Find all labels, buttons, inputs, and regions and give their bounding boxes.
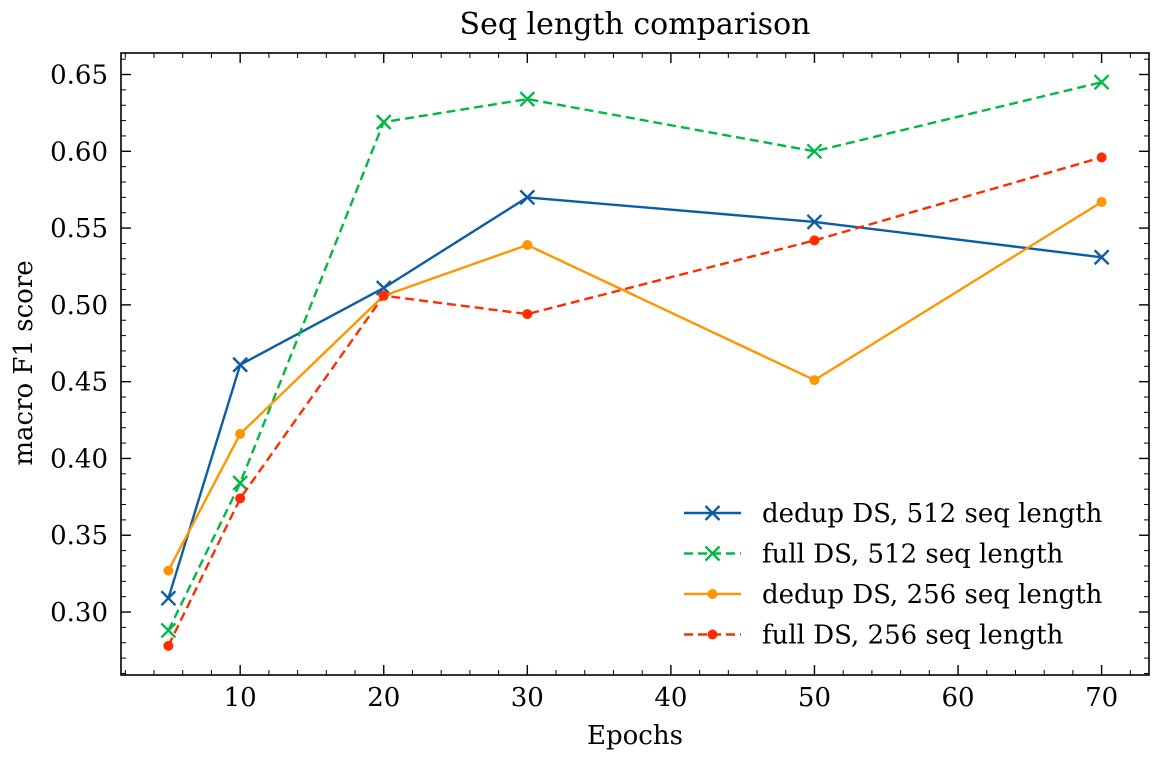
data-point-marker [232, 356, 249, 373]
x-tick-label: 40 [654, 683, 687, 713]
legend-label: full DS, 512 seq length [762, 540, 1064, 570]
x-tick-label: 70 [1085, 683, 1118, 713]
data-point-marker [235, 493, 246, 504]
y-axis-label: macro F1 score [9, 260, 39, 465]
y-tick-label: 0.30 [50, 598, 108, 628]
data-point-marker [375, 280, 392, 296]
data-point-marker [160, 590, 177, 607]
series-line [167, 156, 1102, 647]
x-tick-label: 30 [511, 683, 544, 713]
data-point-marker [1093, 74, 1110, 91]
legend-entry: full DS, 256 seq length [684, 621, 1064, 651]
series-line [167, 200, 1103, 572]
legend-label: full DS, 256 seq length [762, 621, 1064, 651]
series-line [167, 81, 1102, 632]
data-point-marker [235, 428, 246, 439]
x-axis-label: Epochs [587, 721, 683, 751]
data-point-marker [163, 565, 174, 576]
data-point-marker [809, 375, 820, 386]
legend-entry: full DS, 512 seq length [684, 540, 1064, 570]
legend-marker [704, 505, 721, 521]
x-tick-label: 20 [367, 683, 400, 713]
data-point-marker [806, 143, 823, 160]
data-point-marker [809, 235, 820, 246]
data-series [160, 74, 1110, 651]
series-2 [160, 74, 1110, 639]
data-point-marker [163, 640, 174, 651]
legend-marker [707, 629, 718, 640]
legend-entry: dedup DS, 512 seq length [684, 499, 1103, 529]
data-point-marker [522, 309, 533, 320]
y-tick-label: 0.55 [50, 214, 108, 244]
chart-title: Seq length comparison [460, 7, 811, 42]
y-tick-label: 0.60 [50, 137, 108, 167]
data-point-marker [519, 189, 536, 206]
data-point-marker [232, 475, 249, 491]
x-tick-label: 10 [224, 683, 257, 713]
plot-frame [120, 52, 1150, 676]
data-point-marker [1096, 152, 1107, 163]
legend-marker [704, 545, 721, 562]
data-point-marker [806, 214, 823, 230]
data-point-marker [378, 290, 389, 301]
legend-label: dedup DS, 256 seq length [762, 580, 1103, 610]
legend: dedup DS, 512 seq length full DS, 512 seq… [684, 499, 1103, 651]
data-point-marker [1096, 196, 1107, 207]
data-point-marker [375, 114, 392, 130]
y-tick-label: 0.50 [50, 291, 108, 321]
y-tick-label: 0.45 [50, 368, 108, 398]
data-point-marker [519, 91, 536, 107]
y-tick-label: 0.65 [50, 61, 108, 91]
x-tick-label: 50 [798, 683, 831, 713]
data-point-marker [522, 239, 533, 250]
axis-ticks: 10 20 30 40 50 60 70 0.30 0.35 0.40 0.45 0.50 0.55 0.… [50, 53, 1149, 713]
y-tick-label: 0.40 [50, 444, 108, 474]
data-point-marker [160, 622, 177, 639]
legend-label: dedup DS, 512 seq length [762, 499, 1103, 529]
data-point-marker [1093, 249, 1110, 266]
x-tick-label: 60 [941, 683, 974, 713]
legend-marker [707, 589, 718, 599]
legend-entry: dedup DS, 256 seq length [684, 580, 1103, 610]
y-tick-label: 0.35 [50, 521, 108, 551]
series-4 [163, 152, 1107, 651]
